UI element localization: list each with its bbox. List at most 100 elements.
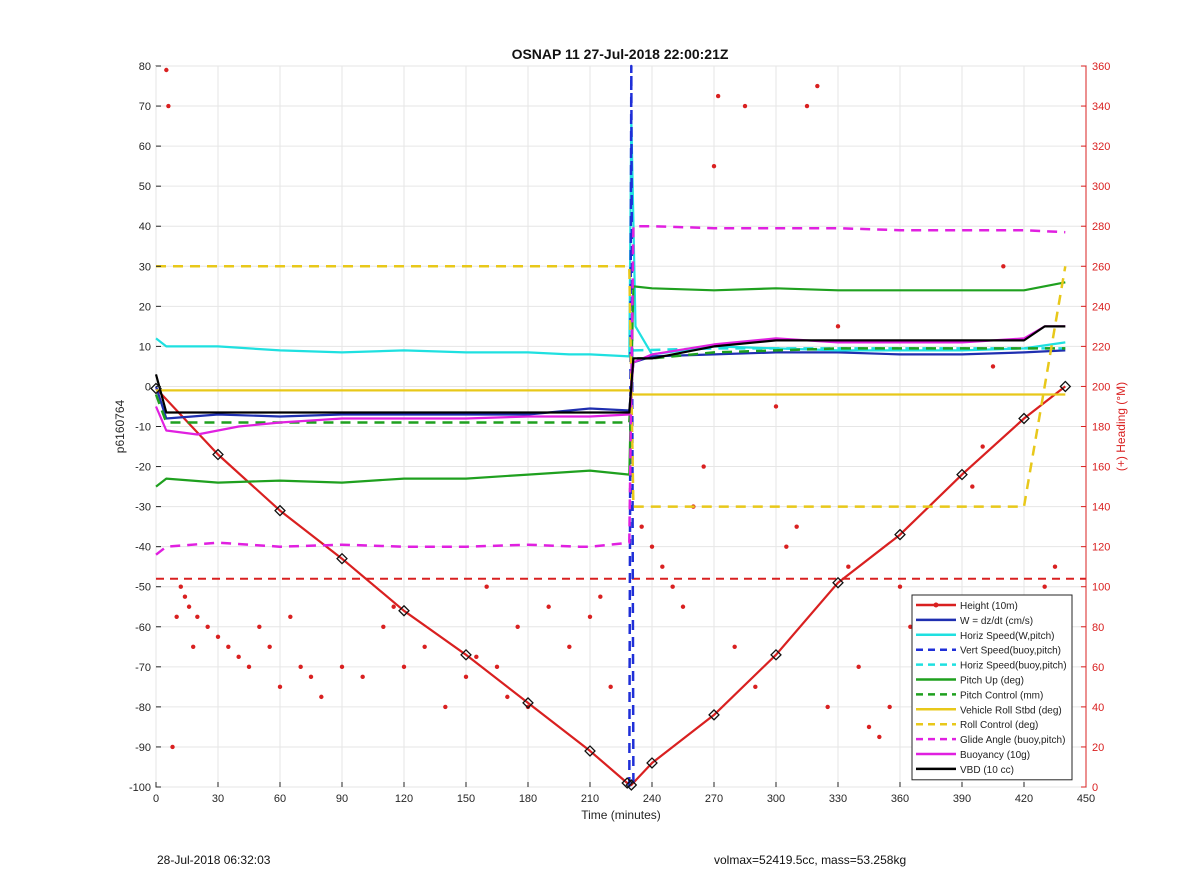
- y-tick-label-left: 70: [139, 101, 151, 113]
- heading-point: [166, 103, 171, 109]
- axis-layer: 0 30 60 90 120 150 180 210 240 270 300 330 360 390 420…: [113, 61, 1128, 822]
- y-tick-label-left: -10: [135, 422, 151, 434]
- height-marker: [621, 777, 634, 789]
- legend-entry-label: Horiz Speed(W,pitch): [960, 631, 1054, 642]
- y-tick-label-left: -60: [135, 622, 151, 634]
- legend-entry-label: Roll Control (deg): [960, 720, 1038, 731]
- heading-point: [794, 524, 799, 529]
- heading-point: [308, 674, 314, 680]
- heading-point: [546, 604, 551, 609]
- heading-point: [897, 584, 903, 589]
- y-axis-label-left: p6160764: [113, 399, 127, 453]
- series-layer: [154, 64, 1067, 788]
- y-tick-label-left: -90: [135, 742, 151, 754]
- x-tick-label: 330: [829, 793, 847, 805]
- y-tick-label-left: 50: [139, 181, 151, 193]
- heading-point: [753, 684, 758, 690]
- y-axis-label-right: (+) Heading (°M): [1114, 382, 1128, 471]
- y-tick-label-left: 10: [139, 341, 151, 353]
- heading-point: [494, 664, 500, 670]
- legend-entry-label: Pitch Control (mm): [960, 690, 1043, 701]
- x-tick-label: 300: [767, 793, 785, 805]
- x-tick-label: 240: [643, 793, 661, 805]
- heading-point: [970, 484, 975, 489]
- x-tick-label: 360: [891, 793, 909, 805]
- y-tick-label-right: 180: [1092, 422, 1110, 434]
- heading-point: [846, 564, 851, 569]
- y-tick-label-left: 30: [139, 261, 151, 273]
- heading-point: [164, 67, 169, 73]
- heading-point: [226, 644, 231, 650]
- height-marker: [894, 528, 906, 541]
- y-tick-label-right: 220: [1092, 341, 1110, 353]
- height-marker: [584, 745, 596, 757]
- heading-point: [288, 614, 293, 619]
- x-tick-label: 30: [212, 793, 224, 805]
- y-tick-label-right: 40: [1092, 702, 1104, 714]
- height-marker: [708, 709, 720, 721]
- heading-point: [784, 544, 789, 549]
- heading-point: [825, 704, 830, 710]
- legend: Height (10m) W = dz/dt (cm/s) Horiz Speed(…: [911, 594, 1073, 781]
- heading-point: [381, 624, 386, 629]
- footer-vehicle-info: volmax=52419.5cc, mass=53.258kg: [714, 853, 907, 867]
- y-tick-label-right: 260: [1092, 261, 1110, 273]
- series-line-10: [154, 325, 1066, 436]
- heading-point: [474, 654, 479, 660]
- heading-point: [360, 674, 365, 680]
- footer-timestamp: 28-Jul-2018 06:32:03: [157, 853, 271, 867]
- height-marker: [398, 604, 410, 617]
- y-tick-label-left: -20: [135, 462, 151, 474]
- heading-point: [680, 604, 686, 609]
- heading-point: [908, 624, 913, 629]
- heading-point: [205, 624, 210, 629]
- y-tick-label-left: -30: [135, 502, 151, 514]
- legend-entry-label: Vehicle Roll Stbd (deg): [960, 705, 1062, 716]
- legend-entry-label: W = dz/dt (cm/s): [960, 616, 1033, 627]
- x-tick-label: 120: [395, 793, 413, 805]
- heading-point: [701, 464, 706, 469]
- x-axis-label: Time (minutes): [581, 808, 661, 822]
- y-tick-label-right: 140: [1092, 502, 1110, 514]
- series-line-3: [628, 64, 635, 788]
- heading-point: [298, 664, 303, 670]
- height-marker: [212, 448, 224, 461]
- legend-entry-label: Glide Angle (buoy,pitch): [960, 735, 1065, 746]
- heading-point: [1052, 564, 1058, 569]
- heading-point: [1042, 584, 1047, 589]
- y-tick-label-right: 300: [1092, 181, 1110, 193]
- y-tick-label-right: 60: [1092, 662, 1104, 674]
- height-marker: [522, 697, 534, 709]
- heading-point: [182, 594, 188, 599]
- heading-point: [670, 584, 675, 589]
- heading-point: [422, 644, 427, 650]
- legend-entry-label: Pitch Up (deg): [960, 676, 1024, 687]
- y-tick-label-right: 120: [1092, 542, 1110, 554]
- heading-point: [877, 734, 882, 740]
- heading-point: [257, 624, 262, 629]
- height-marker-layer: [150, 380, 1072, 791]
- y-tick-label-left: -50: [135, 582, 151, 594]
- x-tick-label: 90: [336, 793, 348, 805]
- series-line-9: [155, 224, 1066, 556]
- series-line-7: [156, 389, 1066, 396]
- y-tick-label-right: 360: [1092, 61, 1110, 73]
- heading-point: [463, 674, 469, 680]
- heading-point: [505, 694, 510, 700]
- height-marker: [832, 576, 844, 589]
- height-marker: [625, 779, 638, 791]
- x-tick-label: 0: [153, 793, 159, 805]
- heading-point: [191, 644, 196, 650]
- heading-point: [178, 584, 183, 589]
- height-marker: [1018, 412, 1030, 425]
- legend-entry-label: VBD (10 cc): [960, 765, 1014, 776]
- heading-scatter-layer: [164, 67, 1058, 770]
- height-marker: [460, 648, 472, 661]
- legend-entry-label: Horiz Speed(buoy,pitch): [960, 661, 1067, 672]
- heading-point: [742, 103, 748, 109]
- y-tick-label-right: 0: [1092, 782, 1098, 794]
- heading-point: [567, 644, 572, 650]
- y-tick-label-right: 160: [1092, 462, 1110, 474]
- x-tick-label: 390: [953, 793, 971, 805]
- height-marker: [336, 552, 348, 565]
